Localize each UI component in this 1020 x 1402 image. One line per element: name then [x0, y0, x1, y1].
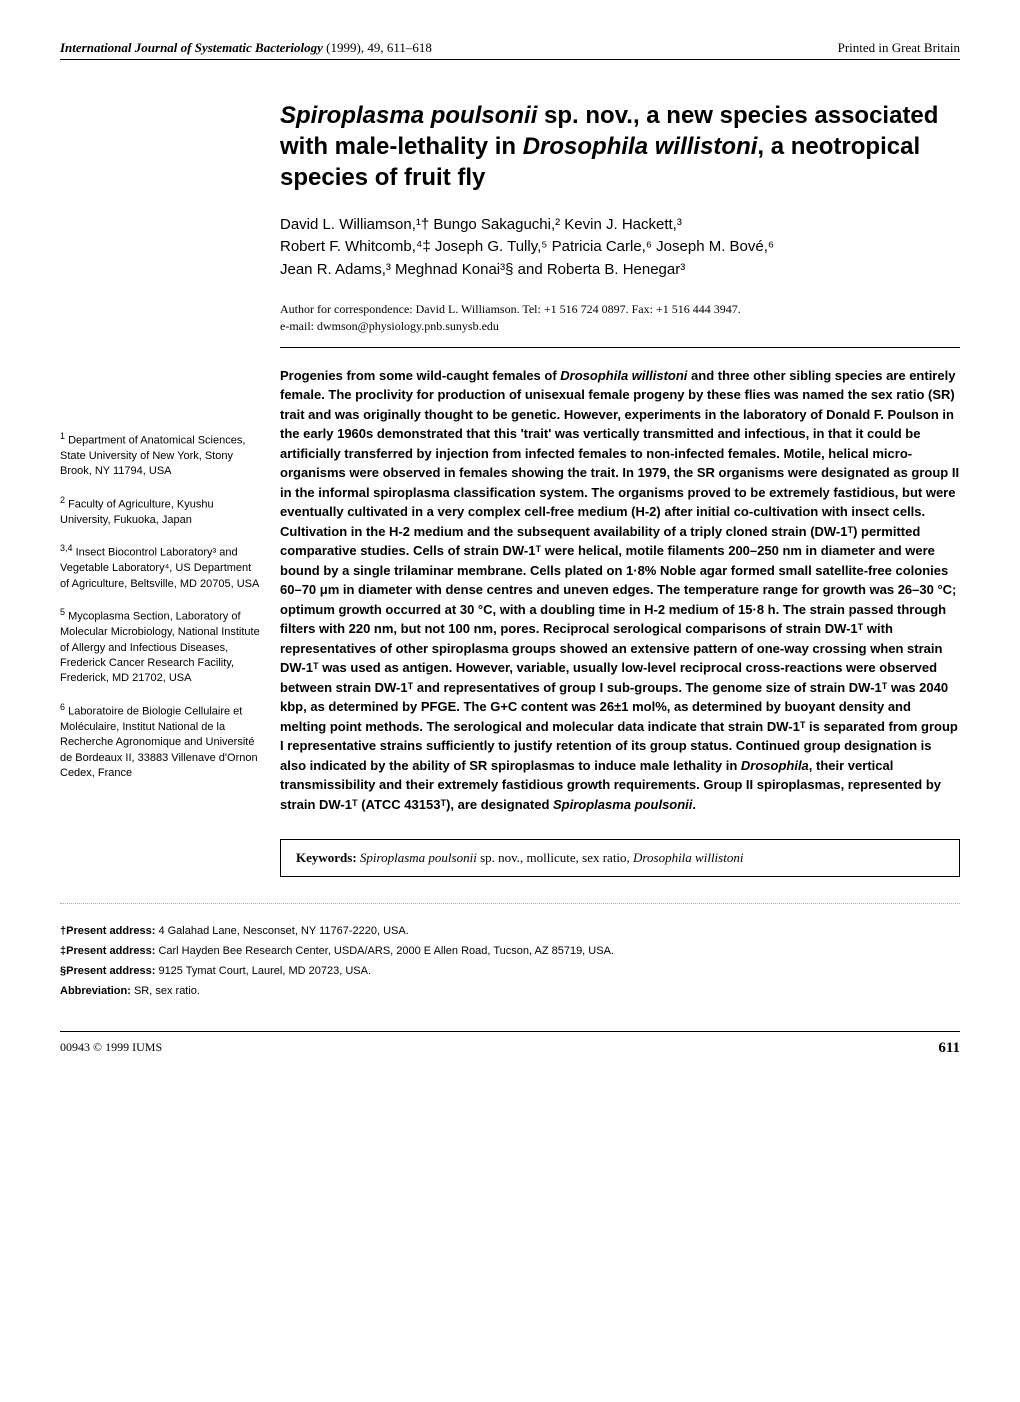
affiliation: 3,4 Insect Biocontrol Laboratory³ and Ve…: [60, 542, 260, 592]
journal-citation: International Journal of Systematic Bact…: [60, 40, 432, 56]
affiliation: 1 Department of Anatomical Sciences, Sta…: [60, 430, 260, 480]
footnote-text: 4 Galahad Lane, Nesconset, NY 11767-2220…: [155, 925, 408, 937]
authors-line: David L. Williamson,¹† Bungo Sakaguchi,²…: [280, 214, 960, 237]
printed-in: Printed in Great Britain: [838, 40, 960, 56]
correspondence-block: Author for correspondence: David L. Will…: [280, 301, 960, 348]
footnote-text: Carl Hayden Bee Research Center, USDA/AR…: [155, 945, 614, 957]
correspondence-email: e-mail: dwmson@physiology.pnb.sunysb.edu: [280, 318, 960, 335]
affiliation-sup: 5: [60, 607, 65, 617]
affiliation-sup: 6: [60, 702, 65, 712]
keywords-label: Keywords:: [296, 850, 357, 865]
authors-block: David L. Williamson,¹† Bungo Sakaguchi,²…: [280, 214, 960, 282]
abstract-species: Drosophila: [741, 758, 809, 773]
keywords-box: Keywords: Spiroplasma poulsonii sp. nov.…: [280, 839, 960, 877]
copyright: 00943 © 1999 IUMS: [60, 1040, 162, 1057]
affiliations-sidebar: 1 Department of Anatomical Sciences, Sta…: [60, 100, 260, 877]
affiliation-text: Mycoplasma Section, Laboratory of Molecu…: [60, 611, 260, 685]
article-body: Spiroplasma poulsonii sp. nov., a new sp…: [280, 100, 960, 877]
abstract: Progenies from some wild-caught females …: [280, 366, 960, 815]
affiliation: 5 Mycoplasma Section, Laboratory of Mole…: [60, 606, 260, 687]
abstract-text: Progenies from some wild-caught females …: [280, 368, 560, 383]
keyword-species: Drosophila willistoni: [633, 850, 743, 865]
footnote-text: 9125 Tymat Court, Laurel, MD 20723, USA.: [155, 965, 371, 977]
abstract-text: .: [692, 797, 696, 812]
affiliation-text: Department of Anatomical Sciences, State…: [60, 435, 245, 478]
citation-detail: (1999), 49, 611–618: [326, 40, 432, 55]
affiliation: 6 Laboratoire de Biologie Cellulaire et …: [60, 701, 260, 782]
abstract-species: Spiroplasma poulsonii: [553, 797, 692, 812]
footnote: ‡Present address: Carl Hayden Bee Resear…: [60, 942, 960, 962]
footnotes: †Present address: 4 Galahad Lane, Nescon…: [60, 922, 960, 1001]
affiliation-text: Faculty of Agriculture, Kyushu Universit…: [60, 498, 214, 525]
page-number: 611: [938, 1040, 960, 1057]
main-content: 1 Department of Anatomical Sciences, Sta…: [60, 100, 960, 877]
affiliation-sup: 2: [60, 495, 65, 505]
abstract-text: and three other sibling species are enti…: [280, 368, 959, 773]
page-footer: 00943 © 1999 IUMS 611: [60, 1031, 960, 1057]
page-header: International Journal of Systematic Bact…: [60, 40, 960, 60]
abstract-species: Drosophila willistoni: [560, 368, 687, 383]
journal-name: International Journal of Systematic Bact…: [60, 40, 323, 55]
authors-line: Jean R. Adams,³ Meghnad Konai³§ and Robe…: [280, 259, 960, 282]
correspondence-line: Author for correspondence: David L. Will…: [280, 301, 960, 318]
keyword-species: Spiroplasma poulsonii: [360, 850, 477, 865]
footnote: †Present address: 4 Galahad Lane, Nescon…: [60, 922, 960, 942]
affiliation-sup: 3,4: [60, 543, 73, 553]
footnote-label: Abbreviation:: [60, 985, 131, 997]
footnote-label: ‡Present address:: [60, 945, 155, 957]
title-species-2: Drosophila willistoni: [523, 133, 758, 160]
footnote-text: SR, sex ratio.: [131, 985, 200, 997]
divider: [60, 903, 960, 904]
footnote: Abbreviation: SR, sex ratio.: [60, 982, 960, 1002]
article-title: Spiroplasma poulsonii sp. nov., a new sp…: [280, 100, 960, 194]
keyword-text: sp. nov., mollicute, sex ratio,: [477, 850, 633, 865]
footnote-label: §Present address:: [60, 965, 155, 977]
affiliation-sup: 1: [60, 431, 65, 441]
affiliation-text: Insect Biocontrol Laboratory³ and Vegeta…: [60, 547, 259, 590]
authors-line: Robert F. Whitcomb,⁴‡ Joseph G. Tully,⁵ …: [280, 236, 960, 259]
affiliation: 2 Faculty of Agriculture, Kyushu Univers…: [60, 494, 260, 528]
affiliation-text: Laboratoire de Biologie Cellulaire et Mo…: [60, 705, 258, 779]
title-species-1: Spiroplasma poulsonii: [280, 102, 537, 129]
footnote: §Present address: 9125 Tymat Court, Laur…: [60, 962, 960, 982]
footnote-label: †Present address:: [60, 925, 155, 937]
